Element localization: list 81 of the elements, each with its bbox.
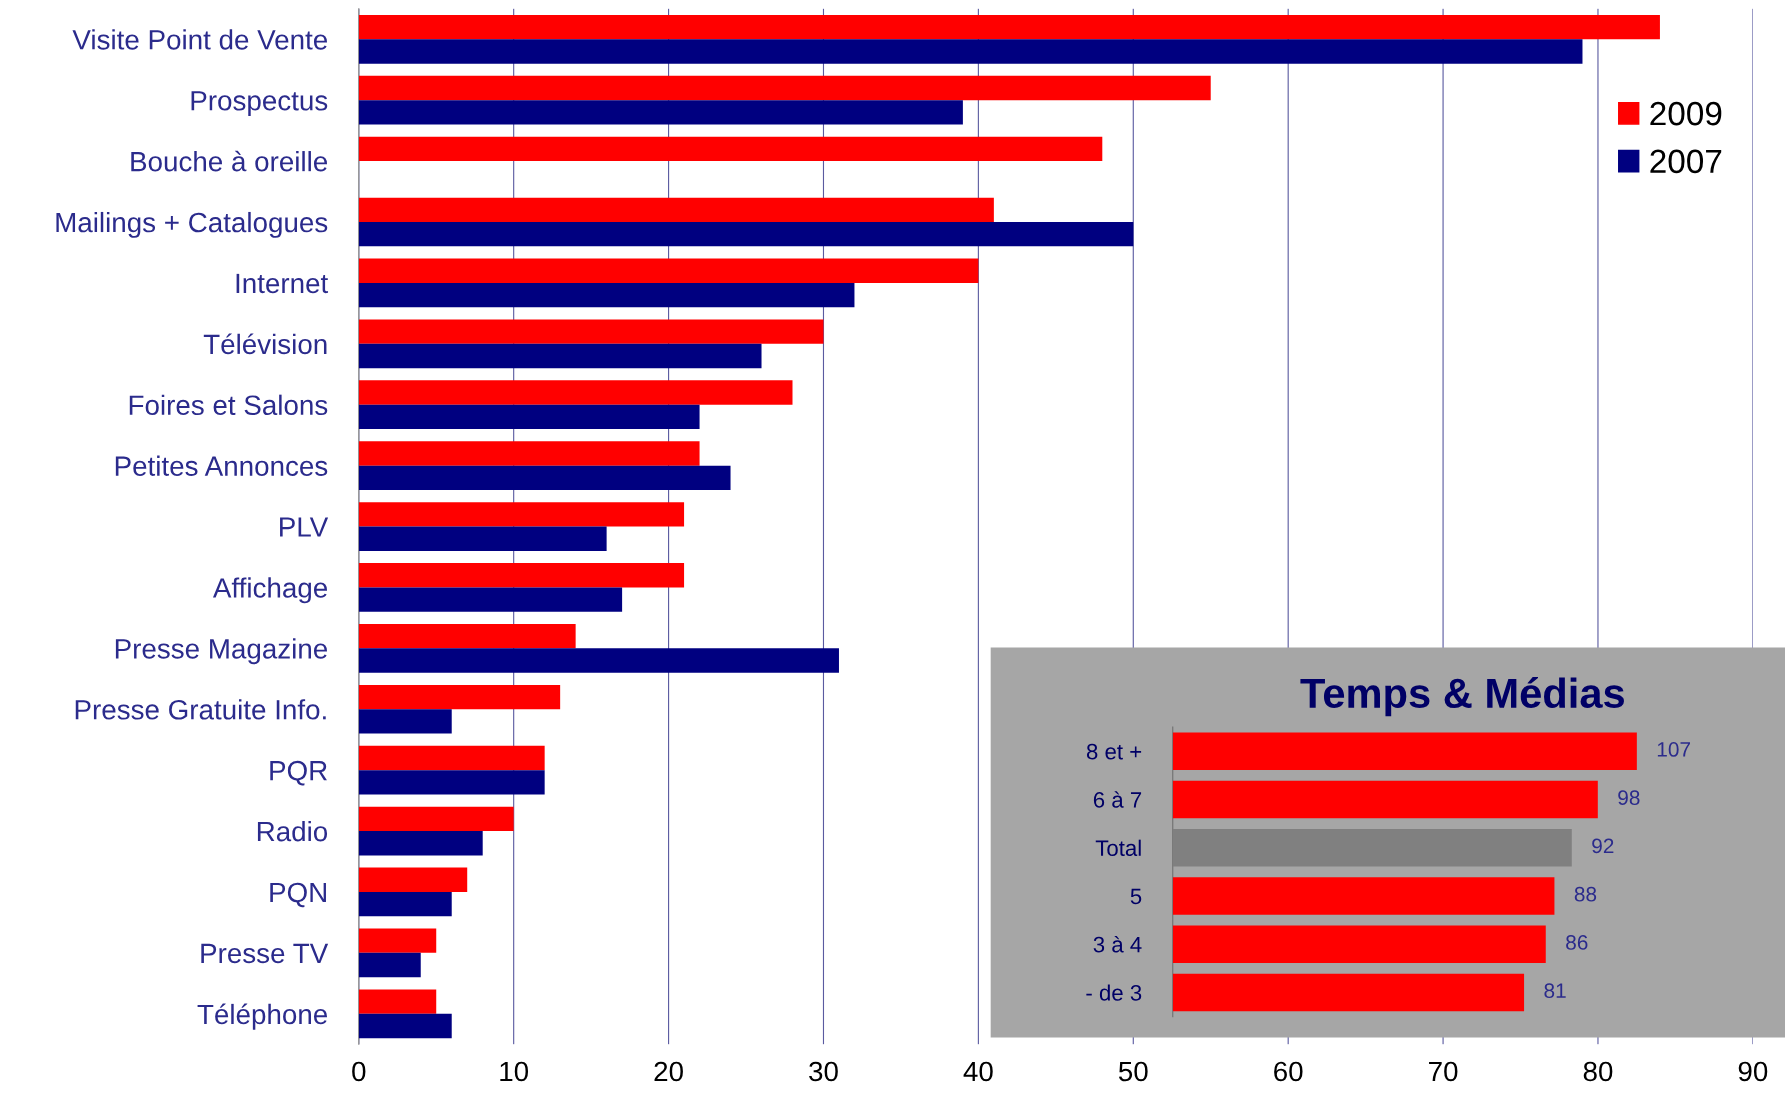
y-tick-label: Bouche à oreille (131, 150, 328, 172)
legend-label: 2007 (1650, 149, 1722, 174)
bar (358, 891, 452, 917)
bar (1172, 780, 1598, 819)
y-tick-label: Mailings + Catalogues (56, 211, 328, 238)
data-label: 98 (1618, 790, 1640, 806)
y-tick-label: Prospectus (191, 91, 328, 117)
chart-title: Temps & Médias (1300, 677, 1624, 717)
x-tick-label: 10 (500, 1061, 529, 1082)
y-tick-label: 6 à 7 (1093, 791, 1142, 808)
bar (1172, 925, 1546, 964)
bar (1172, 973, 1525, 1012)
bar (358, 100, 963, 125)
bar (358, 563, 685, 588)
y-tick-label: 3 à 4 (1093, 935, 1142, 953)
bar (1172, 732, 1637, 771)
bar (358, 441, 700, 466)
x-tick-label: 0 (352, 1061, 366, 1082)
bar (358, 806, 514, 832)
data-label: 107 (1657, 742, 1690, 757)
y-tick-label: Télévision (203, 333, 327, 355)
bar (358, 75, 1211, 101)
y-tick-label: PQN (270, 882, 326, 908)
bar (1172, 828, 1572, 867)
bar (358, 587, 623, 612)
bar (358, 502, 685, 527)
bar (1172, 877, 1555, 915)
y-tick-label: PQR (270, 760, 327, 786)
bar (358, 258, 979, 283)
bar (358, 319, 824, 344)
x-tick-label: 60 (1274, 1061, 1303, 1082)
x-tick-label: 80 (1583, 1061, 1613, 1082)
bar (358, 343, 762, 369)
x-tick-label: 20 (654, 1061, 683, 1082)
data-label: 81 (1544, 983, 1566, 999)
y-tick-label: Presse Gratuite Info. (75, 699, 326, 720)
y-tick-label: 8 et + (1086, 743, 1142, 760)
bar (358, 1013, 452, 1039)
bar (358, 989, 437, 1014)
y-tick-label: Presse Magazine (115, 638, 328, 665)
y-tick-label: Visite Point de Vente (72, 29, 328, 50)
data-label: 86 (1566, 935, 1588, 950)
x-tick-label: 30 (809, 1061, 838, 1082)
bar (358, 380, 793, 405)
bar (358, 745, 545, 771)
bar (358, 197, 994, 223)
legend-label: 2009 (1650, 101, 1722, 126)
y-tick-label: Presse TV (201, 943, 329, 964)
y-tick-label: - de 3 (1086, 984, 1142, 1001)
bar (358, 39, 1583, 64)
y-tick-label: Téléphone (197, 1003, 328, 1030)
bar (358, 14, 1660, 40)
bar (358, 465, 731, 490)
y-tick-label: 5 (1130, 888, 1142, 905)
x-tick-label: 50 (1118, 1061, 1148, 1082)
bar (358, 623, 576, 649)
x-tick-label: 70 (1429, 1061, 1458, 1082)
bar (358, 867, 468, 892)
bar (358, 404, 700, 430)
bar (358, 928, 437, 953)
x-tick-label: 40 (963, 1061, 993, 1082)
bar (358, 770, 545, 795)
bar (358, 709, 452, 734)
bar (358, 136, 1103, 162)
y-tick-label: Radio (257, 820, 328, 842)
data-label: 92 (1592, 838, 1614, 854)
bar (358, 648, 839, 673)
y-tick-label: Foires et Salons (129, 394, 328, 416)
x-tick-label: 90 (1738, 1061, 1768, 1082)
bar (358, 526, 607, 551)
y-tick-label: Affichage (212, 577, 327, 604)
y-tick-label: Internet (236, 273, 329, 294)
bar (358, 684, 561, 710)
bar (358, 952, 421, 978)
bar (358, 282, 855, 308)
data-label: 88 (1574, 886, 1597, 902)
bar (358, 831, 483, 856)
bar (358, 222, 1134, 247)
y-tick-label: Total (1095, 839, 1141, 856)
y-tick-label: PLV (280, 517, 329, 537)
y-tick-label: Petites Annonces (115, 455, 328, 476)
